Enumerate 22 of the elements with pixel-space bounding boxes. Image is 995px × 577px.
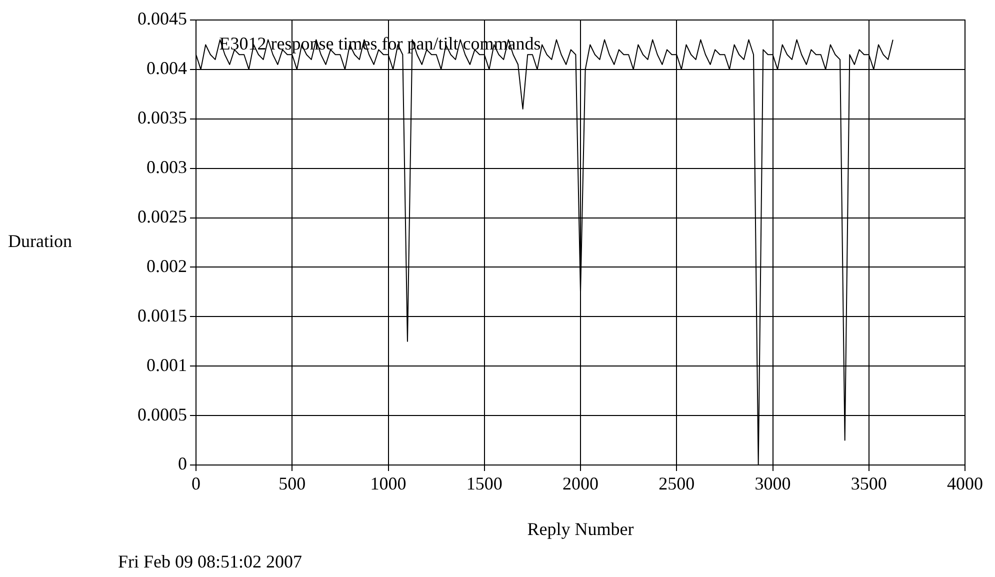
y-tick-label: 0.001 <box>146 354 187 375</box>
x-tick-label: 3500 <box>850 474 887 494</box>
y-tick-label: 0.004 <box>146 58 187 78</box>
y-tick-label: 0 <box>178 454 187 474</box>
x-axis-title: Reply Number <box>527 518 634 539</box>
y-tick-label: 0.0035 <box>138 108 187 128</box>
y-tick-label: 0.0005 <box>138 404 187 424</box>
x-tick-label: 0 <box>192 474 200 494</box>
y-tick-label: 0.0045 <box>138 8 187 29</box>
x-tick-label: 500 <box>278 474 306 494</box>
text: Fri Feb 09 08:51:02 2007 <box>118 552 302 572</box>
x-tick-label: 1500 <box>466 474 502 494</box>
y-tick-label: 0.002 <box>146 256 187 276</box>
x-tick-label: 2500 <box>658 474 695 494</box>
y-tick-label: 0.0015 <box>138 305 187 326</box>
x-tick-label: 1000 <box>370 474 406 494</box>
y-tick-label: 0.0025 <box>138 206 187 227</box>
x-tick-label: 3000 <box>754 474 791 494</box>
y-tick-label: 0.003 <box>146 157 187 178</box>
y-axis-title: Duration <box>8 231 72 252</box>
x-tick-label: 2000 <box>562 474 598 494</box>
x-tick-label: 4000 <box>947 474 983 494</box>
